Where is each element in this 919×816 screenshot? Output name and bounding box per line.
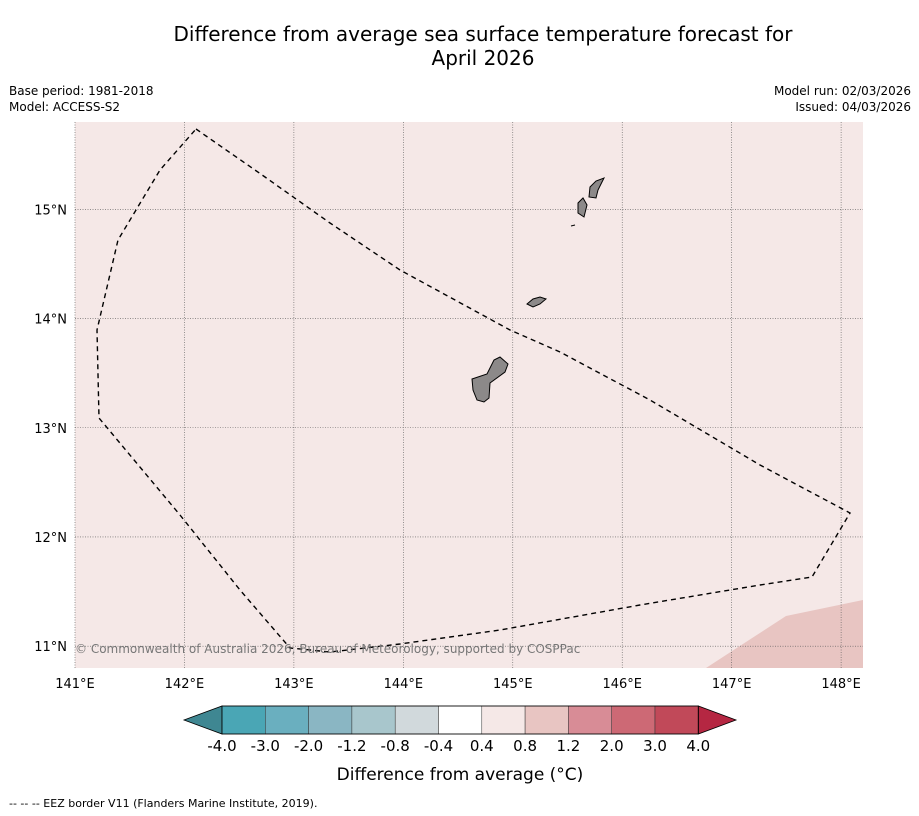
- colorbar-label: -0.8: [381, 737, 410, 755]
- lon-tick-label: 143°E: [274, 677, 314, 692]
- chart-title: Difference from average sea surface temp…: [0, 22, 919, 70]
- colorbar-box: [524, 705, 569, 735]
- lon-tick-label: 141°E: [55, 677, 95, 692]
- colorbar-box: [654, 705, 699, 735]
- colorbar-label: -4.0: [207, 737, 236, 755]
- issued-date: Issued: 04/03/2026: [795, 100, 911, 114]
- eez-legend-footnote: -- -- -- EEZ border V11 (Flanders Marine…: [9, 797, 318, 810]
- lon-tick-label: 148°E: [821, 677, 861, 692]
- island-guam: [471, 356, 509, 403]
- colorbar-outline: [221, 705, 699, 735]
- colorbar-label: 2.0: [600, 737, 624, 755]
- colorbar-label: -1.2: [337, 737, 366, 755]
- lat-tick-label: 15°N: [34, 203, 67, 218]
- colorbar-box: [394, 705, 439, 735]
- colorbar-title: Difference from average (°C): [337, 765, 584, 785]
- colorbar-box: [221, 705, 266, 735]
- island-rota: [526, 296, 548, 308]
- colorbar-label: 0.4: [470, 737, 494, 755]
- colorbar-box: [568, 705, 612, 735]
- colorbar-label: 4.0: [686, 737, 710, 755]
- colorbar-label: -2.0: [294, 737, 323, 755]
- colorbar-box: [265, 705, 309, 735]
- colorbar-label: 1.2: [556, 737, 580, 755]
- colorbar: -4.0 -3.0 -2.0 -1.2 -0.8 -0.4 0.4 0.8 1.2 2.0 3.0 4…: [182, 705, 738, 755]
- gridlines: [74, 122, 863, 668]
- longitude-labels: 141°E 142°E 143°E 144°E 145°E 146°E 147°E 148°E: [55, 677, 861, 692]
- colorbar-box: [351, 705, 396, 735]
- lon-tick-label: 144°E: [384, 677, 424, 692]
- lon-tick-label: 145°E: [493, 677, 533, 692]
- title-line-2: April 2026: [431, 46, 535, 70]
- colorbar-box: [438, 705, 483, 735]
- model-name: Model: ACCESS-S2: [9, 100, 121, 114]
- island-aguijan: [570, 224, 576, 227]
- colorbar-box: [308, 705, 353, 735]
- map-area: © Commonwealth of Australia 2026, Bureau…: [74, 122, 863, 668]
- island-saipan: [588, 177, 606, 199]
- lat-tick-label: 13°N: [34, 422, 67, 437]
- warm-anomaly-patch: [706, 600, 863, 668]
- meta-right: Model run: 02/03/2026 Issued: 04/03/2026: [774, 83, 911, 115]
- eez-border: [96, 128, 851, 653]
- islands: [471, 177, 606, 403]
- lat-tick-label: 14°N: [34, 313, 67, 328]
- colorbar-label: -0.4: [424, 737, 453, 755]
- lon-tick-label: 146°E: [602, 677, 642, 692]
- map-background: [75, 122, 863, 668]
- colorbar-low-extension: [182, 705, 223, 735]
- lon-tick-label: 142°E: [165, 677, 205, 692]
- title-line-1: Difference from average sea surface temp…: [173, 22, 793, 46]
- colorbar-label: 0.8: [513, 737, 537, 755]
- colorbar-label: -3.0: [251, 737, 280, 755]
- lat-tick-label: 12°N: [34, 531, 67, 546]
- meta-left: Base period: 1981-2018 Model: ACCESS-S2: [9, 83, 154, 115]
- model-run: Model run: 02/03/2026: [773, 84, 911, 98]
- copyright-text: © Commonwealth of Australia 2026, Bureau…: [75, 642, 580, 656]
- lon-tick-label: 147°E: [712, 677, 752, 692]
- latitude-labels: 11°N 12°N 13°N 14°N 15°N: [34, 203, 67, 655]
- colorbar-label: 3.0: [643, 737, 667, 755]
- colorbar-high-extension: [697, 705, 738, 735]
- colorbar-box: [611, 705, 656, 735]
- colorbar-box: [481, 705, 526, 735]
- island-tinian: [577, 197, 588, 218]
- base-period: Base period: 1981-2018: [9, 84, 154, 98]
- lat-tick-label: 11°N: [34, 640, 67, 655]
